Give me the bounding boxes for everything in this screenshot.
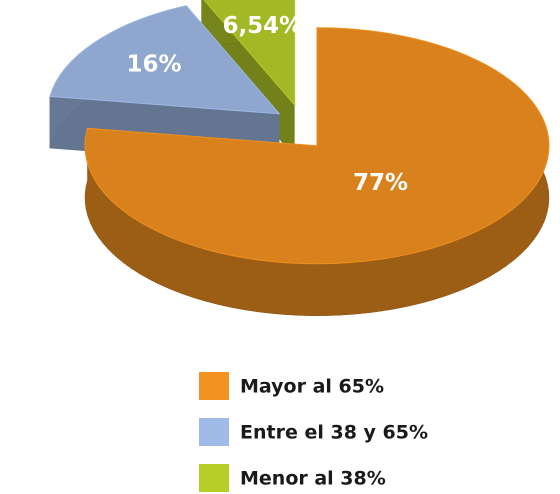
data-label: 77% (353, 170, 408, 196)
data-label: 16% (127, 52, 182, 78)
slice (49, 5, 281, 115)
legend-swatch (199, 372, 229, 400)
legend-swatch (199, 418, 229, 446)
data-label: 6,54% (222, 13, 302, 39)
slice (84, 27, 550, 265)
legend-label: Menor al 38% (240, 468, 386, 490)
legend-swatch (199, 464, 229, 492)
slice (203, 0, 296, 107)
legend-label: Mayor al 65% (240, 376, 384, 398)
legend-label: Entre el 38 y 65% (240, 422, 428, 444)
